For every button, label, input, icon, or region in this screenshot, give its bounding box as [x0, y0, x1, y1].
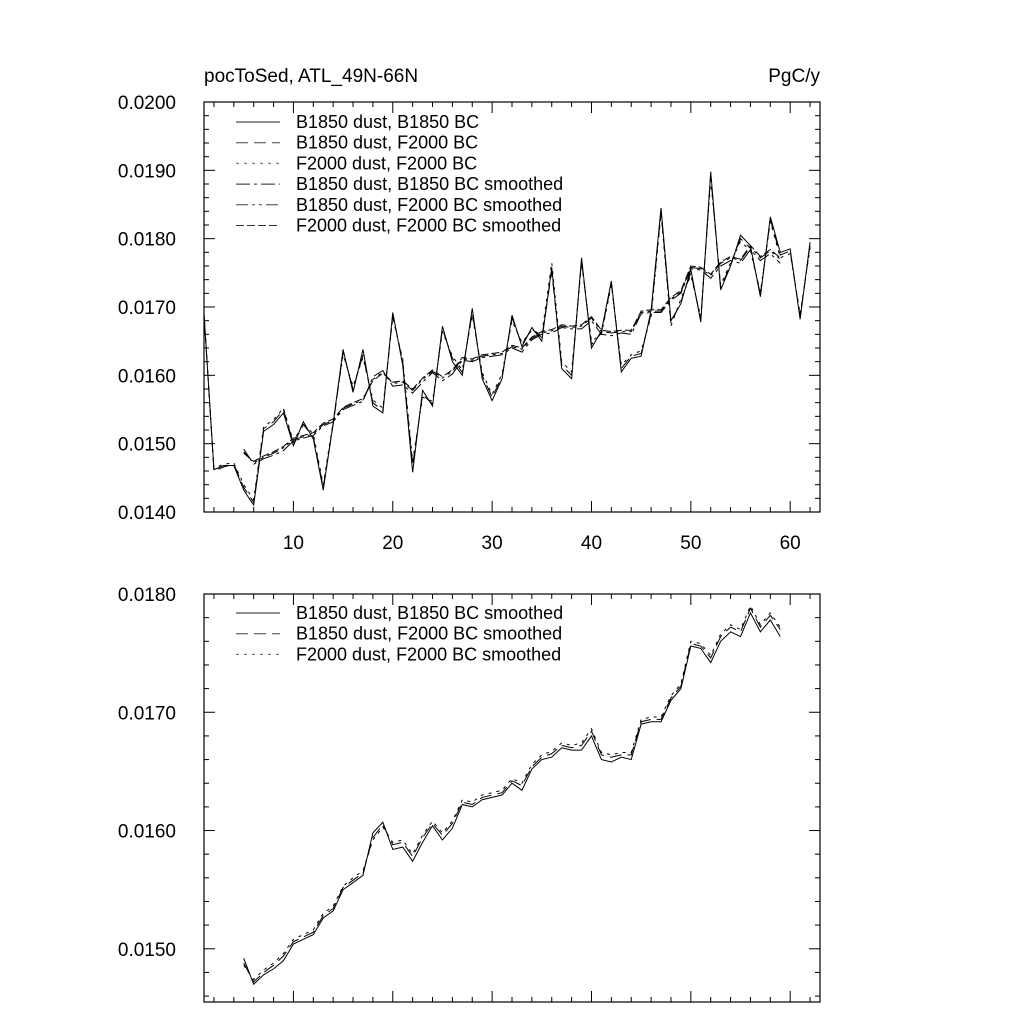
y-tick-label: 0.0180: [118, 230, 176, 251]
x-tick-label: 30: [482, 533, 503, 554]
legend-label: F2000 dust, F2000 BC smoothed: [296, 216, 561, 236]
series-line-3: [243, 604, 781, 981]
legend-label: B1850 dust, F2000 BC smoothed: [296, 195, 562, 215]
x-tick-label: 10: [283, 533, 304, 554]
series-line-5: [243, 246, 781, 464]
x-tick-label: 50: [680, 533, 701, 554]
legend-label: B1850 dust, F2000 BC smoothed: [296, 624, 562, 644]
legend-label: B1850 dust, F2000 BC: [296, 133, 478, 153]
chart-title: pocToSed, ATL_49N-66N: [204, 66, 418, 87]
legend-label: B1850 dust, B1850 BC smoothed: [296, 603, 563, 623]
y-tick-label: 0.0170: [118, 298, 176, 319]
y-tick-label: 0.0200: [118, 93, 176, 114]
legend-label: B1850 dust, B1850 BC: [296, 112, 479, 132]
series-line-2: [243, 607, 781, 983]
y-tick-label: 0.0180: [118, 585, 176, 606]
legend-label: F2000 dust, F2000 BC smoothed: [296, 644, 561, 664]
y-tick-label: 0.0140: [118, 503, 176, 524]
y-tick-label: 0.0190: [118, 161, 176, 182]
y-tick-label: 0.0160: [118, 822, 176, 843]
y-tick-label: 0.0170: [118, 703, 176, 724]
x-tick-label: 40: [581, 533, 602, 554]
y-tick-label: 0.0160: [118, 366, 176, 387]
series-line-3: [204, 179, 811, 502]
x-tick-label: 60: [780, 533, 801, 554]
series-line-2: [204, 175, 811, 504]
series-line-6: [243, 244, 781, 463]
series-line-1: [243, 611, 781, 986]
legend-label: B1850 dust, B1850 BC smoothed: [296, 174, 563, 194]
bottom-panel: 0.0150 0.0160 0.0170 0.0180 B1850 dust, B185…: [118, 585, 821, 1003]
top-panel: pocToSed, ATL_49N-66N PgC/y 10 20 30 40 50 60…: [118, 66, 821, 554]
legend-label: F2000 dust, F2000 BC: [296, 153, 477, 173]
y-tick-label: 0.0150: [118, 940, 176, 961]
x-tick-label: 20: [382, 533, 403, 554]
units-label: PgC/y: [768, 66, 820, 87]
series-line-4: [243, 248, 781, 465]
y-tick-label: 0.0150: [118, 435, 176, 456]
